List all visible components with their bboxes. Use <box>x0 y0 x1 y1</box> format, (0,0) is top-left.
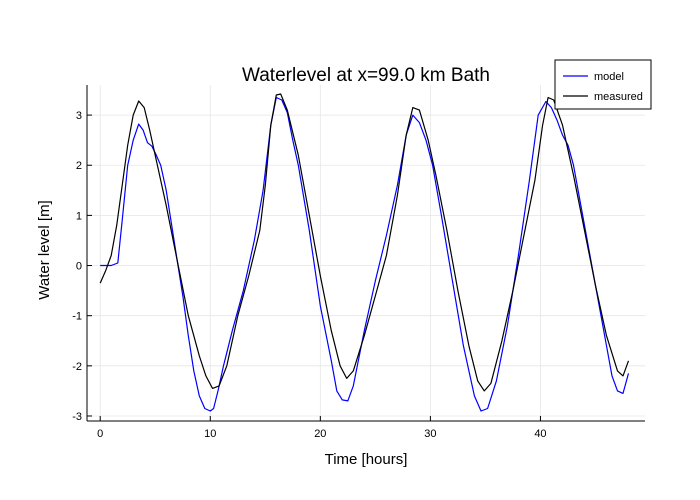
y-ticks: -3 -2 -1 0 1 2 3 <box>72 110 92 423</box>
legend-label-model: model <box>594 71 624 83</box>
series-group <box>99 93 630 412</box>
x-ticks: 0 10 20 30 40 <box>97 416 547 440</box>
chart-title: Waterlevel at x=99.0 km Bath <box>242 65 490 86</box>
x-tick-label-30: 30 <box>424 428 436 440</box>
x-axis-label: Time [hours] <box>325 451 408 468</box>
y-tick-label-2: 2 <box>76 160 82 172</box>
legend: model measured <box>554 59 652 110</box>
x-tick-label-10: 10 <box>204 428 216 440</box>
y-tick-label--1: -1 <box>72 311 82 323</box>
grid-lines <box>87 85 645 421</box>
y-tick-label--2: -2 <box>72 361 82 373</box>
x-tick-label-40: 40 <box>534 428 546 440</box>
y-tick-label-0: 0 <box>76 261 82 273</box>
axes <box>86 85 645 422</box>
series-line-measured <box>99 93 630 392</box>
y-tick-label-3: 3 <box>76 110 82 122</box>
series-line-model <box>100 96 630 412</box>
y-tick-label--3: -3 <box>72 411 82 423</box>
legend-label-measured: measured <box>594 91 643 103</box>
y-axis-label: Water level [m] <box>36 200 53 299</box>
legend-box <box>554 59 652 110</box>
x-tick-label-20: 20 <box>314 428 326 440</box>
x-tick-label-0: 0 <box>97 428 103 440</box>
y-tick-label-1: 1 <box>76 210 82 222</box>
